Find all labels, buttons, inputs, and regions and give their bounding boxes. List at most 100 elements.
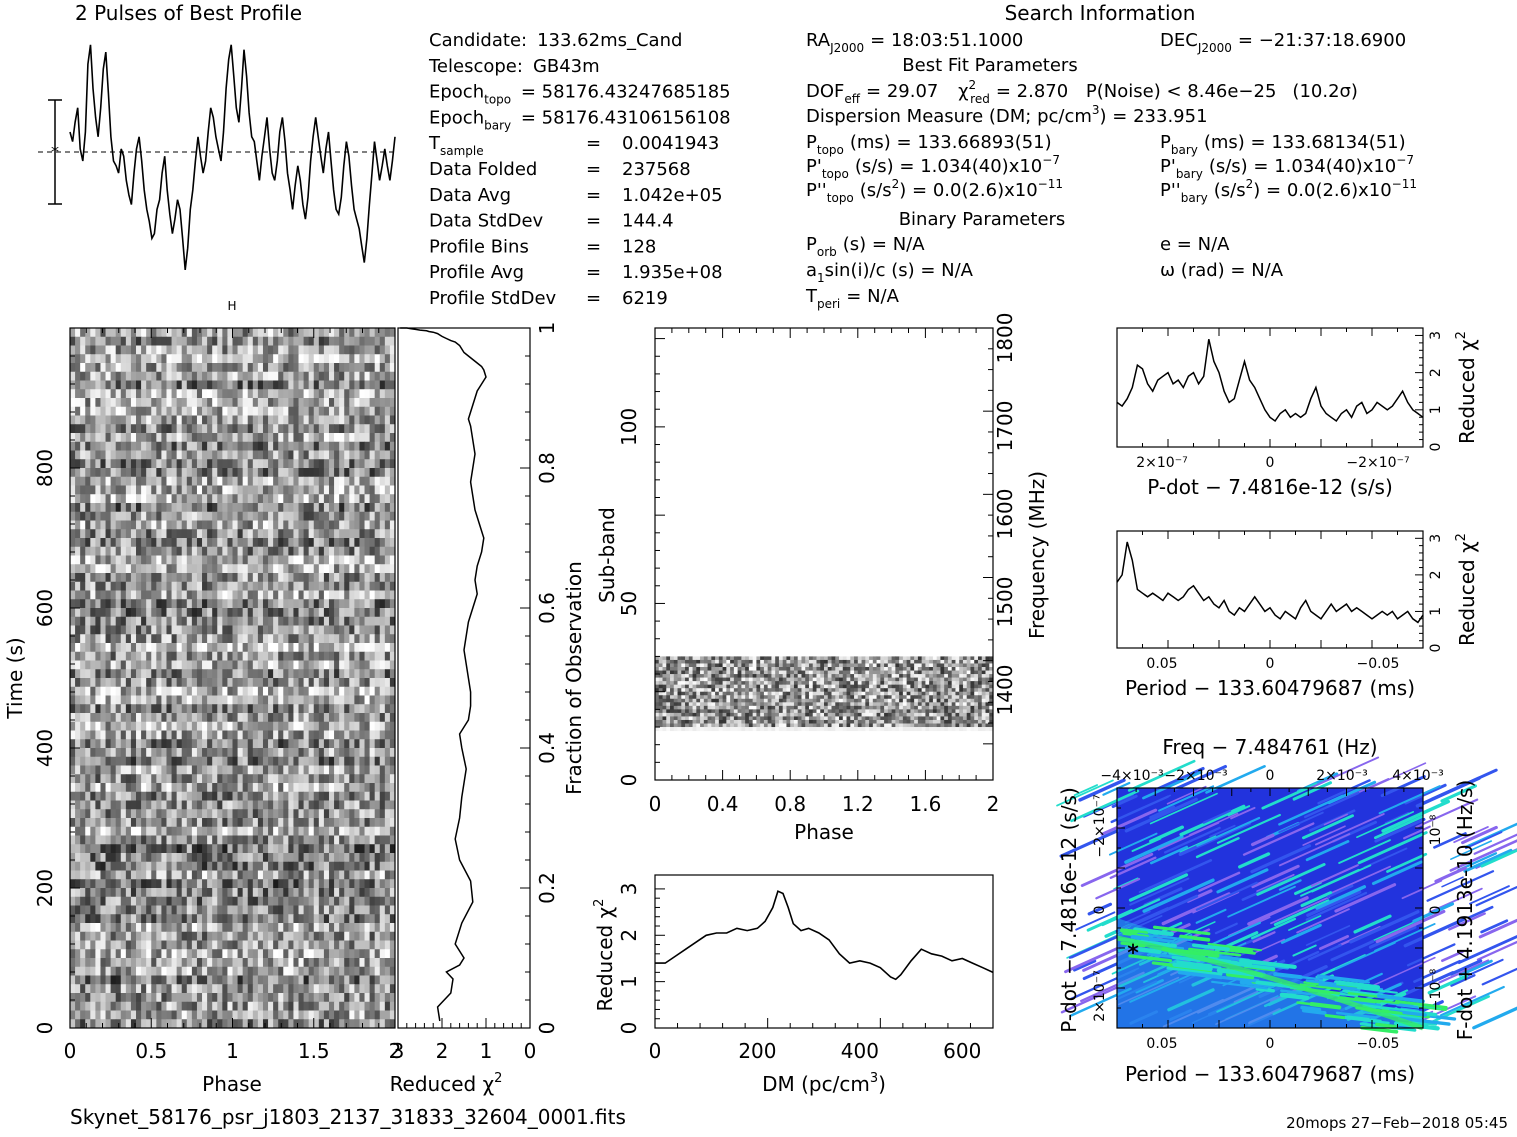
heatmap-cell bbox=[212, 616, 218, 626]
heatmap-cell bbox=[70, 380, 76, 390]
heatmap-cell bbox=[288, 651, 294, 661]
heatmap-cell bbox=[308, 450, 315, 460]
heatmap-cell bbox=[293, 468, 300, 478]
heatmap-cell bbox=[212, 975, 218, 985]
heatmap-cell bbox=[156, 809, 162, 819]
heatmap-cell bbox=[242, 406, 249, 416]
heatmap-cell bbox=[323, 363, 330, 373]
heatmap-cell bbox=[176, 415, 183, 425]
heatmap-cell bbox=[369, 958, 376, 968]
heatmap-cell bbox=[339, 695, 345, 705]
heatmap-cell bbox=[293, 739, 300, 749]
heatmap-cell bbox=[257, 905, 264, 915]
heatmap-cell bbox=[303, 940, 310, 950]
heatmap-cell bbox=[293, 520, 300, 530]
heatmap-cell bbox=[359, 590, 366, 600]
heatmap-cell bbox=[344, 476, 350, 486]
heatmap-cell bbox=[161, 398, 167, 408]
heatmap-cell bbox=[288, 511, 294, 521]
heatmap-cell bbox=[191, 459, 198, 469]
heatmap-cell bbox=[196, 966, 203, 976]
heatmap-cell bbox=[303, 651, 310, 661]
heatmap-cell bbox=[374, 966, 381, 976]
heatmap-cell bbox=[344, 494, 350, 504]
heatmap-cell bbox=[303, 695, 310, 705]
heatmap-cell bbox=[288, 336, 294, 346]
heatmap-cell bbox=[166, 800, 173, 810]
heatmap-cell bbox=[303, 791, 310, 801]
heatmap-cell bbox=[115, 713, 122, 723]
heatmap-cell bbox=[171, 485, 178, 495]
heatmap-cell bbox=[227, 809, 233, 819]
heatmap-cell bbox=[252, 809, 259, 819]
heatmap-cell bbox=[227, 363, 233, 373]
heatmap-cell bbox=[389, 380, 396, 390]
heatmap-cell bbox=[334, 835, 340, 845]
heatmap-cell bbox=[232, 853, 239, 863]
heatmap-cell bbox=[176, 888, 183, 898]
heatmap-cell bbox=[359, 905, 366, 915]
heatmap-cell bbox=[181, 363, 188, 373]
heatmap-cell bbox=[120, 415, 127, 425]
heatmap-cell bbox=[166, 861, 173, 871]
heatmap-cell bbox=[349, 809, 355, 819]
heatmap-cell bbox=[202, 879, 208, 889]
heatmap-cell bbox=[75, 354, 81, 364]
heatmap-cell bbox=[171, 371, 178, 381]
heatmap-cell bbox=[186, 424, 193, 434]
heatmap-cell bbox=[151, 774, 157, 784]
heatmap-cell bbox=[70, 538, 76, 548]
heatmap-cell bbox=[293, 756, 300, 766]
heatmap-cell bbox=[303, 503, 310, 513]
heatmap-cell bbox=[354, 791, 360, 801]
heatmap-cell bbox=[95, 529, 101, 539]
heatmap-cell bbox=[278, 398, 284, 408]
heatmap-cell bbox=[171, 564, 178, 574]
heatmap-cell bbox=[369, 879, 376, 889]
heatmap-cell bbox=[125, 363, 132, 373]
heatmap-cell bbox=[334, 625, 340, 635]
heatmap-cell bbox=[242, 818, 249, 828]
heatmap-cell bbox=[70, 783, 76, 793]
heatmap-cell bbox=[100, 529, 107, 539]
heatmap-cell bbox=[217, 896, 223, 906]
heatmap-cell bbox=[75, 861, 81, 871]
heatmap-cell bbox=[70, 879, 76, 889]
heatmap-cell bbox=[339, 818, 345, 828]
heatmap-cell bbox=[323, 800, 330, 810]
heatmap-cell bbox=[90, 853, 96, 863]
heatmap-cell bbox=[202, 651, 208, 661]
heatmap-cell bbox=[136, 468, 142, 478]
heatmap-cell bbox=[379, 791, 386, 801]
heatmap-cell bbox=[318, 870, 325, 880]
heatmap-cell bbox=[273, 844, 279, 854]
heatmap-cell bbox=[110, 923, 117, 933]
heatmap-cell bbox=[161, 450, 167, 460]
heatmap-cell bbox=[191, 529, 198, 539]
heatmap-cell bbox=[379, 678, 386, 688]
heatmap-cell bbox=[217, 328, 223, 338]
heatmap-cell bbox=[125, 695, 132, 705]
heatmap-cell bbox=[222, 546, 228, 556]
heatmap-cell bbox=[125, 756, 132, 766]
heatmap-cell bbox=[384, 905, 391, 915]
heatmap-cell bbox=[75, 818, 81, 828]
heatmap-cell bbox=[334, 415, 340, 425]
heatmap-cell bbox=[379, 826, 386, 836]
heatmap-cell bbox=[252, 713, 259, 723]
heatmap-cell bbox=[278, 949, 284, 959]
heatmap-cell bbox=[161, 564, 167, 574]
heatmap-cell bbox=[70, 774, 76, 784]
heatmap-cell bbox=[217, 380, 223, 390]
heatmap-cell bbox=[130, 459, 137, 469]
heatmap-cell bbox=[207, 669, 213, 679]
heatmap-cell bbox=[384, 879, 391, 889]
heatmap-cell bbox=[171, 975, 178, 985]
heatmap-cell bbox=[323, 581, 330, 591]
heatmap-cell bbox=[334, 371, 340, 381]
heatmap-cell bbox=[328, 433, 335, 443]
heatmap-cell bbox=[222, 581, 228, 591]
heatmap-cell bbox=[115, 380, 122, 390]
heatmap-cell bbox=[364, 608, 371, 618]
heatmap-cell bbox=[349, 590, 355, 600]
